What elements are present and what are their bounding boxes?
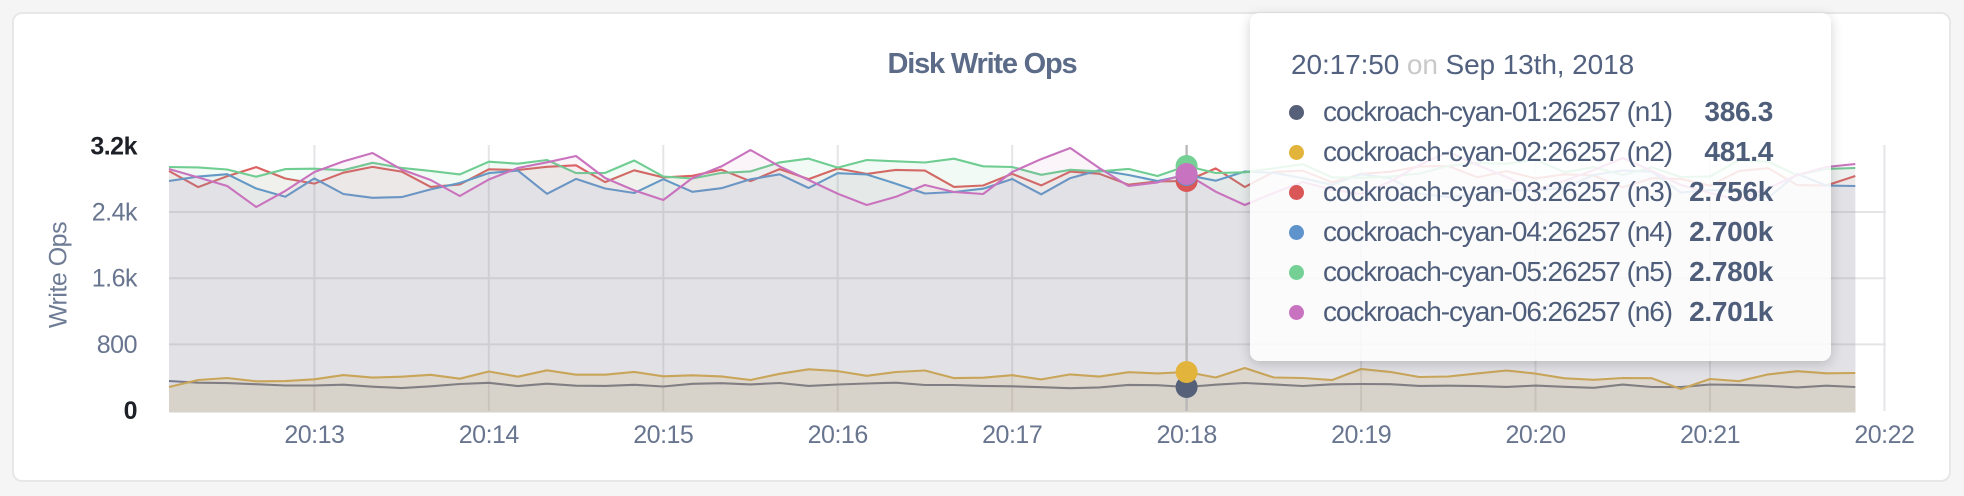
svg-text:20:14: 20:14 — [459, 421, 520, 449]
svg-text:20:17: 20:17 — [982, 421, 1042, 449]
svg-text:20:16: 20:16 — [808, 421, 868, 449]
svg-text:800: 800 — [97, 331, 137, 359]
svg-text:0: 0 — [124, 397, 137, 425]
svg-text:20:18: 20:18 — [1157, 421, 1217, 449]
svg-text:3.2k: 3.2k — [90, 132, 137, 160]
svg-text:20:20: 20:20 — [1505, 421, 1565, 449]
svg-text:20:13: 20:13 — [284, 421, 344, 449]
svg-text:20:22: 20:22 — [1854, 421, 1914, 449]
svg-text:20:19: 20:19 — [1331, 421, 1391, 449]
svg-text:20:21: 20:21 — [1680, 421, 1740, 449]
svg-text:1.6k: 1.6k — [92, 265, 138, 293]
svg-text:20:15: 20:15 — [633, 421, 693, 449]
svg-text:2.4k: 2.4k — [92, 199, 138, 227]
